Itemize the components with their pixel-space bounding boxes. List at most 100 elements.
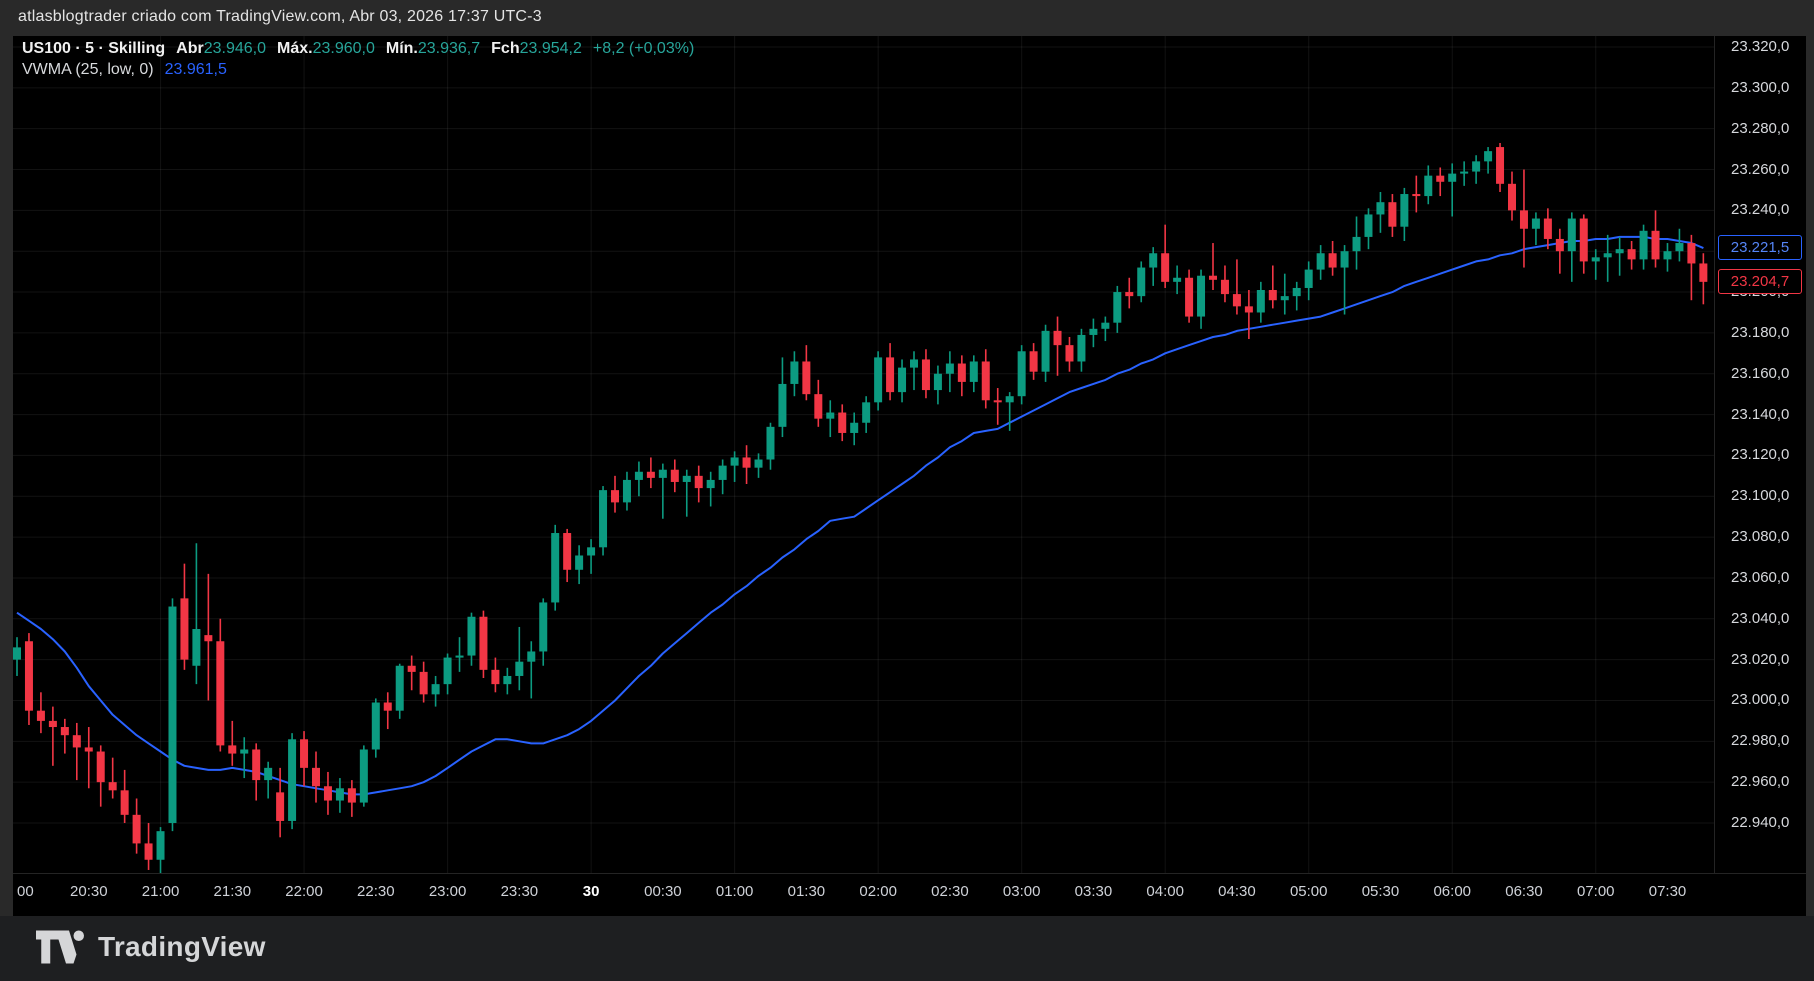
candle-body	[168, 606, 177, 823]
candle-body	[395, 665, 404, 711]
time-axis-label: 01:00	[715, 883, 754, 900]
candle-body	[1316, 253, 1325, 270]
time-axis-label: 21:00	[141, 883, 180, 900]
candle-body	[479, 616, 488, 670]
price-axis-label: 22.940,0	[1731, 814, 1790, 831]
candle-body	[730, 457, 739, 466]
price-axis-label: 23.000,0	[1731, 691, 1790, 709]
candle-body	[300, 739, 309, 768]
candle-body	[1448, 173, 1457, 182]
candle-body	[252, 749, 261, 781]
candle-body	[1412, 194, 1421, 197]
candle-body	[204, 635, 213, 642]
candle-body	[1077, 334, 1086, 362]
candle-body	[503, 675, 512, 685]
time-axis-label: 00	[17, 883, 34, 900]
candle-body	[1543, 218, 1552, 239]
candle-body	[1220, 279, 1229, 295]
tradingview-brand-text: TradingView	[98, 931, 266, 962]
candle-body	[742, 457, 751, 468]
candle-body	[1424, 175, 1433, 197]
candle-body	[527, 651, 536, 662]
vwma-line	[16, 235, 1704, 796]
tradingview-logo[interactable]: TradingView	[36, 930, 266, 964]
candle-body	[1256, 290, 1265, 313]
candle-body	[467, 616, 476, 656]
candle-body	[563, 533, 572, 570]
price-axis-label: 23.180,0	[1731, 323, 1790, 341]
candle-body	[1400, 194, 1409, 227]
candle-body	[1519, 210, 1528, 229]
candle-body	[1197, 275, 1206, 317]
candle-body	[850, 422, 859, 433]
candle-body	[1675, 243, 1684, 252]
candle-body	[1496, 147, 1505, 184]
candle-body	[228, 745, 237, 754]
candle-body	[1651, 230, 1660, 260]
price-axis-label: 23.040,0	[1731, 609, 1790, 627]
price-axis-label: 23.300,0	[1731, 78, 1790, 96]
candle-body	[72, 735, 81, 748]
candle-body	[646, 471, 655, 478]
indicator-legend-row: VWMA (25, low, 0) 23.961,5	[22, 61, 694, 82]
price-axis-label: 23.280,0	[1731, 119, 1790, 137]
candle-body	[288, 739, 297, 821]
candle-body	[1065, 345, 1074, 362]
price-axis-label: 23.160,0	[1731, 364, 1790, 382]
candle-body	[1292, 287, 1301, 297]
time-axis-label-day: 30	[582, 883, 600, 900]
price-axis[interactable]: 22.940,0 22.960,0 22.980,0 23.000,0 23.020,0…	[1714, 36, 1806, 916]
candle-body	[36, 710, 45, 721]
price-axis-label: 23.100,0	[1731, 487, 1790, 505]
candle-body	[670, 469, 679, 482]
candle-body	[575, 555, 584, 570]
candle-body	[1687, 243, 1696, 264]
price-axis-label: 23.020,0	[1731, 650, 1790, 668]
candle-body	[1364, 214, 1373, 237]
candle-body	[407, 665, 416, 672]
candle-body	[1627, 249, 1636, 260]
candle-body	[539, 602, 548, 652]
time-axis-label: 05:30	[1361, 883, 1400, 900]
candle-body	[1149, 253, 1158, 268]
candle-body	[1209, 275, 1217, 280]
candle-body	[1185, 277, 1194, 317]
candle-body	[1460, 171, 1469, 174]
time-axis-label: 03:30	[1074, 883, 1113, 900]
candle-body	[1591, 257, 1600, 262]
candle-body	[455, 655, 464, 658]
candle-body	[1352, 236, 1361, 252]
time-axis-label: 06:00	[1433, 883, 1472, 900]
candle-body	[443, 657, 452, 685]
candle-body	[921, 359, 930, 391]
candle-body	[84, 747, 93, 752]
candle-body	[694, 475, 703, 489]
candle-body	[587, 547, 596, 556]
chart-plot[interactable]	[13, 36, 1714, 873]
candle-body	[898, 367, 907, 393]
candle-body	[1244, 306, 1253, 313]
candle-body	[216, 641, 225, 746]
candle-body	[622, 479, 631, 503]
candle-body	[120, 790, 129, 815]
candle-body	[335, 788, 344, 801]
candle-body	[1388, 202, 1397, 227]
candle-body	[240, 749, 249, 754]
time-axis-label: 01:30	[787, 883, 826, 900]
candle-body	[1639, 230, 1648, 260]
candle-body	[108, 782, 117, 791]
candle-body	[24, 641, 33, 711]
candle-body	[754, 459, 763, 468]
time-axis-label: 00:30	[644, 883, 682, 900]
candle-body	[1531, 218, 1540, 229]
candle-body	[1328, 253, 1337, 268]
time-axis[interactable]: 00 20:30 21:00 21:30 22:00 22:30 23:00 23:30 30 0…	[13, 873, 1806, 916]
candle-body	[1555, 238, 1564, 252]
candle-body	[419, 671, 428, 695]
time-axis-label: 23:00	[428, 883, 467, 900]
candle-body	[1101, 322, 1110, 329]
candle-body	[312, 767, 320, 787]
time-axis-label: 05:00	[1289, 883, 1328, 900]
candle-body	[1663, 251, 1672, 260]
candle-body	[1376, 202, 1385, 215]
